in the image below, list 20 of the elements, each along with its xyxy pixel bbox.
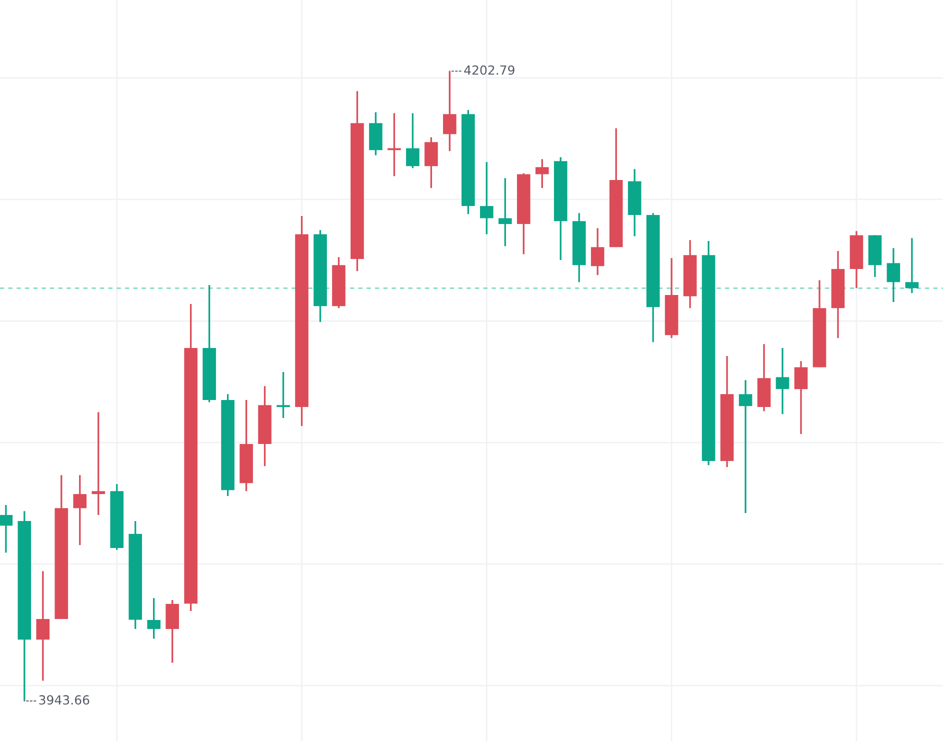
candlestick bbox=[276, 371, 290, 419]
candlestick bbox=[776, 347, 790, 415]
candlestick bbox=[535, 158, 549, 189]
candlestick bbox=[147, 597, 160, 640]
candlestick bbox=[886, 247, 900, 303]
candlestick bbox=[905, 237, 919, 294]
candlestick bbox=[388, 112, 401, 177]
candlestick bbox=[0, 504, 13, 554]
candlestick bbox=[794, 360, 808, 435]
candlestick bbox=[73, 474, 87, 546]
candlestick bbox=[36, 570, 50, 682]
candlestick bbox=[92, 411, 106, 516]
candlestick bbox=[406, 112, 420, 169]
candlestick bbox=[738, 379, 752, 514]
annotation: 4202.79 bbox=[464, 65, 514, 75]
annotation: 3943.66 bbox=[39, 695, 90, 705]
candlestick bbox=[498, 177, 512, 247]
candlestick bbox=[443, 70, 456, 152]
candlestick bbox=[590, 227, 604, 276]
candlestick bbox=[480, 161, 494, 236]
